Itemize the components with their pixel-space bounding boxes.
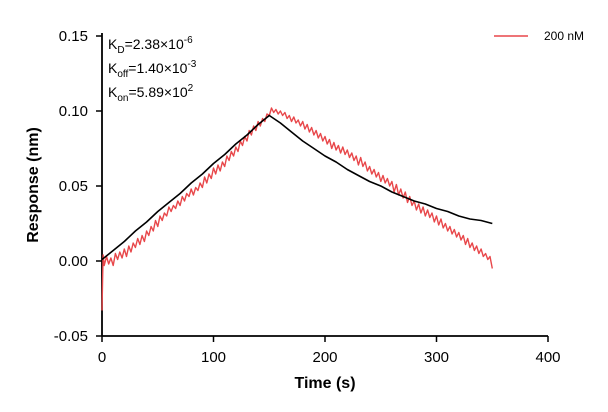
y-tick-label: 0.10 [59,103,88,120]
series-line-200nm [101,107,493,311]
kinetic-constants: KD=2.38×10-6 Koff=1.40×10-3 Kon=5.89×102 [108,35,197,104]
fit-curve-line [101,114,493,261]
annotation-kon: Kon=5.89×102 [108,83,194,104]
y-tick-label: 0.00 [59,253,88,270]
annotation-koff: Koff=1.40×10-3 [108,59,197,80]
annotation-kd: KD=2.38×10-6 [108,35,193,56]
y-axis-title: Response (nm) [25,127,42,243]
x-tick-label: 200 [312,349,337,366]
x-tick-label: 0 [98,349,106,366]
plot-area: -0.05 0.00 0.05 0.10 0.15 0 100 200 300 400 [54,28,561,366]
y-axis-ticks: -0.05 0.00 0.05 0.10 0.15 [54,28,102,345]
y-tick-label: 0.15 [59,28,88,45]
x-tick-label: 400 [535,349,560,366]
y-tick-label: 0.05 [59,178,88,195]
x-tick-label: 100 [201,349,226,366]
x-axis-ticks: 0 100 200 300 400 [98,336,561,366]
legend: 200 nM [494,29,584,43]
x-tick-label: 300 [424,349,449,366]
legend-label-200nm: 200 nM [544,29,584,43]
x-axis-title: Time (s) [294,375,355,392]
series-lines [101,107,493,311]
y-tick-label: -0.05 [54,328,88,345]
